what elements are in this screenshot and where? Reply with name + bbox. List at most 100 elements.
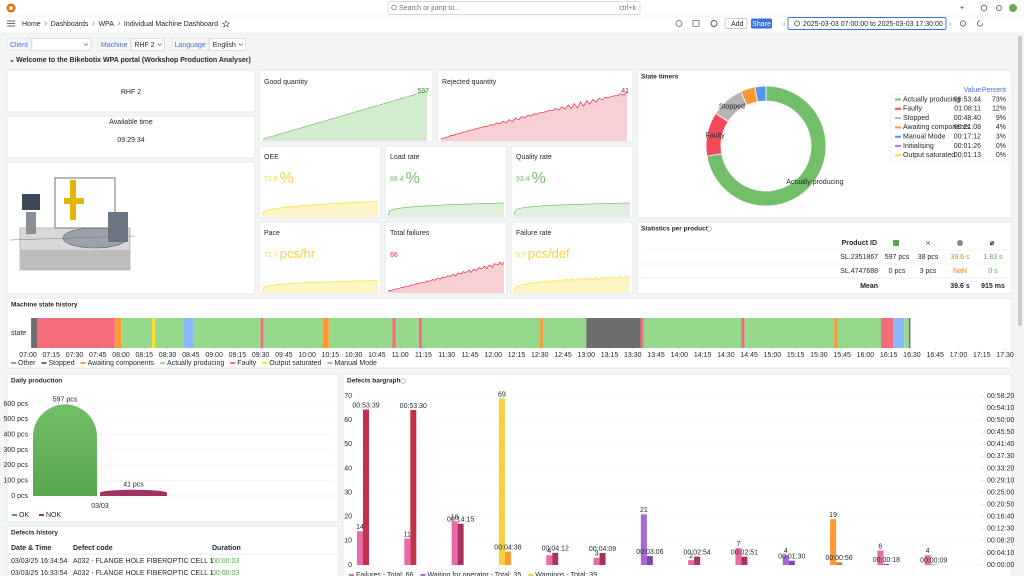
- legend-label: Waiting for operator - Total: 35: [427, 572, 521, 576]
- count-label: 18: [451, 514, 459, 521]
- row-chevron[interactable]: ⌄: [9, 57, 15, 64]
- legend-header: Value: [964, 87, 981, 94]
- sparkline: [261, 201, 379, 216]
- duration-label: 00:00:09: [920, 557, 947, 564]
- sparkline: [513, 275, 631, 292]
- add-button[interactable]: [724, 18, 748, 29]
- new-icon[interactable]: +: [960, 5, 964, 12]
- breadcrumb[interactable]: Home: [22, 21, 41, 28]
- x-tick-label: 08:15: [136, 352, 154, 359]
- table-cell: 597 pcs: [885, 254, 910, 261]
- table-cell: 38 pcs: [918, 254, 939, 261]
- legend-label: Failures - Total: 66: [356, 572, 414, 576]
- menu-icon[interactable]: [7, 20, 15, 27]
- machine-part: [54, 177, 116, 229]
- panel-title: Daily production: [11, 378, 62, 385]
- time-picker[interactable]: [787, 17, 947, 30]
- stat-value: 88.4%: [390, 170, 420, 187]
- legend-value: 00:01:26: [954, 143, 981, 150]
- column-header: Date & Time: [11, 545, 51, 552]
- y-tick-label: 300 pcs: [3, 447, 28, 454]
- duration-bar: [694, 556, 701, 565]
- y2-tick-label: 00:54:10: [987, 405, 1014, 412]
- help-icon[interactable]: [980, 4, 988, 12]
- search-box[interactable]: [387, 1, 641, 15]
- table-cell: SL.2351867: [840, 254, 878, 261]
- breadcrumb[interactable]: Dashboards: [51, 21, 89, 28]
- y2-tick-label: 00:45:50: [987, 429, 1014, 436]
- avatar[interactable]: [1009, 4, 1017, 12]
- state-segment: [152, 318, 156, 348]
- count-bar: [498, 398, 505, 565]
- state-segment: [542, 318, 587, 348]
- scrollbar[interactable]: [1018, 36, 1022, 326]
- table-cell: 3 pcs: [920, 268, 937, 275]
- count-bar: [688, 560, 695, 565]
- duration-label: 00:00:18: [873, 557, 900, 564]
- settings-icon[interactable]: [710, 20, 718, 27]
- y-tick-label: 400 pcs: [3, 431, 28, 438]
- variable-label: Machine: [101, 42, 128, 49]
- save-icon[interactable]: [692, 20, 700, 27]
- legend-percent: 4%: [996, 124, 1006, 131]
- sparkline: [387, 261, 505, 292]
- insights-icon[interactable]: [675, 20, 683, 27]
- stat-title: Pace: [264, 230, 280, 237]
- duration-label: 00:14:15: [447, 517, 474, 524]
- x-tick-label: 16:00: [857, 352, 875, 359]
- share-button[interactable]: [751, 18, 772, 29]
- legend-name: Manual Mode: [903, 134, 946, 141]
- time-back[interactable]: ‹: [783, 21, 786, 28]
- y2-tick-label: 00:37:30: [987, 453, 1014, 460]
- x-tick-label: 07:15: [42, 352, 60, 359]
- stat-number: 88.4: [390, 176, 404, 183]
- breadcrumb-separator: [117, 21, 121, 26]
- variable-value: English: [213, 42, 236, 49]
- x-tick-label: 14:00: [671, 352, 689, 359]
- state-segment: [392, 318, 396, 348]
- panel: [6, 525, 340, 576]
- legend-name: Output saturated: [903, 152, 955, 159]
- count-bar: [593, 557, 600, 565]
- x-tick-label: 08:45: [182, 352, 200, 359]
- y2-tick-label: 00:20:50: [987, 501, 1014, 508]
- count-label: 11: [404, 531, 411, 538]
- info-icon[interactable]: [400, 378, 406, 384]
- x-tick-label: 17:00: [950, 352, 968, 359]
- variable-select[interactable]: [131, 38, 165, 51]
- variable-select[interactable]: [31, 38, 92, 51]
- count-bar: [546, 555, 553, 565]
- panel-title: Defects history: [11, 530, 58, 537]
- time-forward[interactable]: ›: [949, 21, 952, 28]
- count-label: 4: [926, 548, 930, 555]
- panel: [384, 145, 508, 219]
- legend-label: Actually producing: [167, 360, 224, 367]
- available-time: 09:29:34: [117, 137, 144, 144]
- breadcrumb[interactable]: Individual Machine Dashboard: [124, 21, 218, 28]
- row-title[interactable]: Welcome to the Bikebotix WPA portal (Wor…: [16, 57, 251, 64]
- legend-label: Manual Mode: [334, 360, 377, 367]
- x-tick-label: 11:15: [415, 352, 432, 359]
- news-icon[interactable]: [996, 5, 1002, 11]
- count-bar: [451, 521, 458, 565]
- stat-unit: pcs/hr: [280, 246, 316, 261]
- legend-value: 00:48:40: [954, 115, 981, 122]
- legend-percent: 12%: [992, 106, 1006, 113]
- y-tick-label: 60: [344, 417, 352, 424]
- star-icon[interactable]: [221, 19, 231, 28]
- variable-select[interactable]: [209, 38, 247, 51]
- zoom-out-icon[interactable]: [960, 20, 966, 27]
- x-tick-label: 09:00: [205, 352, 223, 359]
- x-tick-label: 17:15: [973, 352, 991, 359]
- count-bar: [404, 538, 411, 565]
- info-icon[interactable]: [706, 226, 712, 232]
- state-segment: [893, 318, 905, 348]
- legend-value: 01:08:11: [954, 106, 981, 113]
- stat-title: Quality rate: [516, 154, 552, 161]
- breadcrumb[interactable]: WPA: [98, 21, 114, 28]
- sparkline: [513, 202, 631, 216]
- y2-tick-label: 00:08:20: [987, 538, 1014, 545]
- x-tick-label: 15:15: [787, 352, 805, 359]
- refresh-icon[interactable]: [977, 20, 983, 27]
